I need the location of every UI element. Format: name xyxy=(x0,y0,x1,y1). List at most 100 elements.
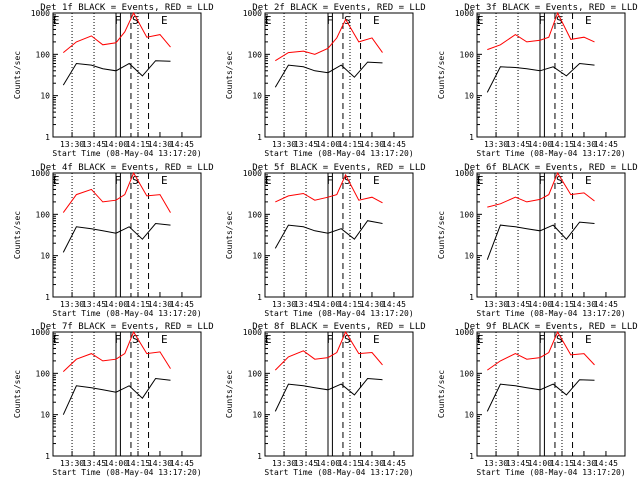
x-tick-label: 13:45 xyxy=(82,300,106,309)
x-tick-label: 14:45 xyxy=(382,140,406,149)
marker-label: E xyxy=(53,174,60,187)
y-tick-label: 10 xyxy=(252,92,262,101)
marker-label: F xyxy=(114,14,121,27)
y-axis-label: Counts/sec xyxy=(225,211,234,259)
marker-label: S xyxy=(556,14,563,27)
plot-frame xyxy=(476,12,626,138)
series-events-line xyxy=(486,62,595,93)
x-tick-label: 14:30 xyxy=(572,459,596,468)
x-tick-label: 13:45 xyxy=(294,140,318,149)
y-tick-label: 1000 xyxy=(31,328,50,337)
y-tick-label: 1 xyxy=(257,293,262,302)
y-tick-label: 100 xyxy=(36,50,51,59)
panel-title: Det 9f BLACK = Events, RED = LLD xyxy=(464,322,637,332)
y-tick-label: 10 xyxy=(40,252,50,261)
plot-frame xyxy=(264,172,414,298)
x-tick-label: 13:30 xyxy=(484,140,508,149)
x-tick-label: 13:45 xyxy=(294,459,318,468)
panel-title: Det 4f BLACK = Events, RED = LLD xyxy=(40,163,213,173)
marker-label: E xyxy=(265,14,272,27)
x-tick-label: 14:45 xyxy=(594,300,618,309)
marker-label: S xyxy=(344,333,351,346)
y-tick-label: 10 xyxy=(464,92,474,101)
x-axis-label: Start Time (08-May-04 13:17:20) xyxy=(264,309,413,318)
marker-label: E xyxy=(477,174,484,187)
marker-label: F xyxy=(114,333,121,346)
x-tick-label: 14:30 xyxy=(360,459,384,468)
y-tick-label: 1 xyxy=(45,133,50,142)
x-tick-label: 14:15 xyxy=(550,300,574,309)
y-tick-label: 10 xyxy=(464,252,474,261)
plot-frame xyxy=(476,331,626,457)
y-axis-label: Counts/sec xyxy=(13,51,22,99)
x-tick-label: 14:00 xyxy=(528,459,552,468)
x-tick-label: 14:30 xyxy=(572,300,596,309)
marker-label: S xyxy=(556,174,563,187)
marker-label: E xyxy=(373,14,380,27)
marker-label: E xyxy=(265,174,272,187)
marker-label: S xyxy=(556,333,563,346)
x-axis-label: Start Time (08-May-04 13:17:20) xyxy=(52,309,201,318)
marker-label: S xyxy=(132,174,139,187)
y-tick-label: 1000 xyxy=(455,9,474,18)
series-lld-line xyxy=(62,11,171,53)
panel-title: Det 7f BLACK = Events, RED = LLD xyxy=(40,322,213,332)
marker-label: E xyxy=(53,333,60,346)
series-events-line xyxy=(62,377,171,415)
marker-label: E xyxy=(477,333,484,346)
x-tick-label: 14:30 xyxy=(148,459,172,468)
x-axis-label: Start Time (08-May-04 13:17:20) xyxy=(52,149,201,158)
plot-frame xyxy=(476,172,626,298)
series-events-line xyxy=(274,377,383,412)
marker-label: E xyxy=(161,174,168,187)
series-lld-line xyxy=(274,330,383,371)
marker-label: E xyxy=(373,174,380,187)
marker-label: S xyxy=(132,333,139,346)
x-tick-label: 13:45 xyxy=(82,459,106,468)
y-tick-label: 100 xyxy=(36,369,51,378)
x-tick-label: 13:45 xyxy=(82,140,106,149)
y-tick-label: 1000 xyxy=(31,169,50,178)
x-tick-label: 14:00 xyxy=(316,459,340,468)
x-tick-label: 14:15 xyxy=(550,140,574,149)
series-lld-line xyxy=(275,18,383,62)
y-tick-label: 1 xyxy=(45,452,50,461)
x-tick-label: 13:30 xyxy=(60,140,84,149)
x-tick-label: 13:30 xyxy=(484,459,508,468)
y-tick-label: 1000 xyxy=(455,328,474,337)
marker-label: E xyxy=(477,14,484,27)
marker-label: E xyxy=(373,333,380,346)
x-tick-label: 14:30 xyxy=(148,300,172,309)
x-tick-label: 13:45 xyxy=(506,300,530,309)
panel-title: Det 5f BLACK = Events, RED = LLD xyxy=(252,163,425,173)
x-axis-label: Start Time (08-May-04 13:17:20) xyxy=(476,468,625,477)
x-tick-label: 14:30 xyxy=(148,140,172,149)
x-tick-label: 13:30 xyxy=(484,300,508,309)
plot-frame xyxy=(264,12,414,138)
x-tick-label: 13:30 xyxy=(60,459,84,468)
marker-label: E xyxy=(585,14,592,27)
y-tick-label: 1 xyxy=(469,452,474,461)
x-axis-label: Start Time (08-May-04 13:17:20) xyxy=(264,149,413,158)
marker-label: E xyxy=(161,14,168,27)
marker-label: F xyxy=(538,174,545,187)
plot-frame xyxy=(264,331,414,457)
x-tick-label: 14:15 xyxy=(338,300,362,309)
marker-label: F xyxy=(326,333,333,346)
y-tick-label: 100 xyxy=(248,369,263,378)
x-tick-label: 14:45 xyxy=(594,459,618,468)
series-lld-line xyxy=(487,330,595,371)
x-tick-label: 14:00 xyxy=(528,300,552,309)
x-axis-label: Start Time (08-May-04 13:17:20) xyxy=(52,468,201,477)
y-tick-label: 1000 xyxy=(31,9,50,18)
x-tick-label: 14:00 xyxy=(104,140,128,149)
x-tick-label: 13:45 xyxy=(506,459,530,468)
panel-title: Det 6f BLACK = Events, RED = LLD xyxy=(464,163,637,173)
y-tick-label: 10 xyxy=(40,411,50,420)
y-tick-label: 10 xyxy=(40,92,50,101)
x-tick-label: 13:30 xyxy=(272,140,296,149)
x-tick-label: 13:30 xyxy=(272,459,296,468)
marker-label: S xyxy=(132,14,139,27)
